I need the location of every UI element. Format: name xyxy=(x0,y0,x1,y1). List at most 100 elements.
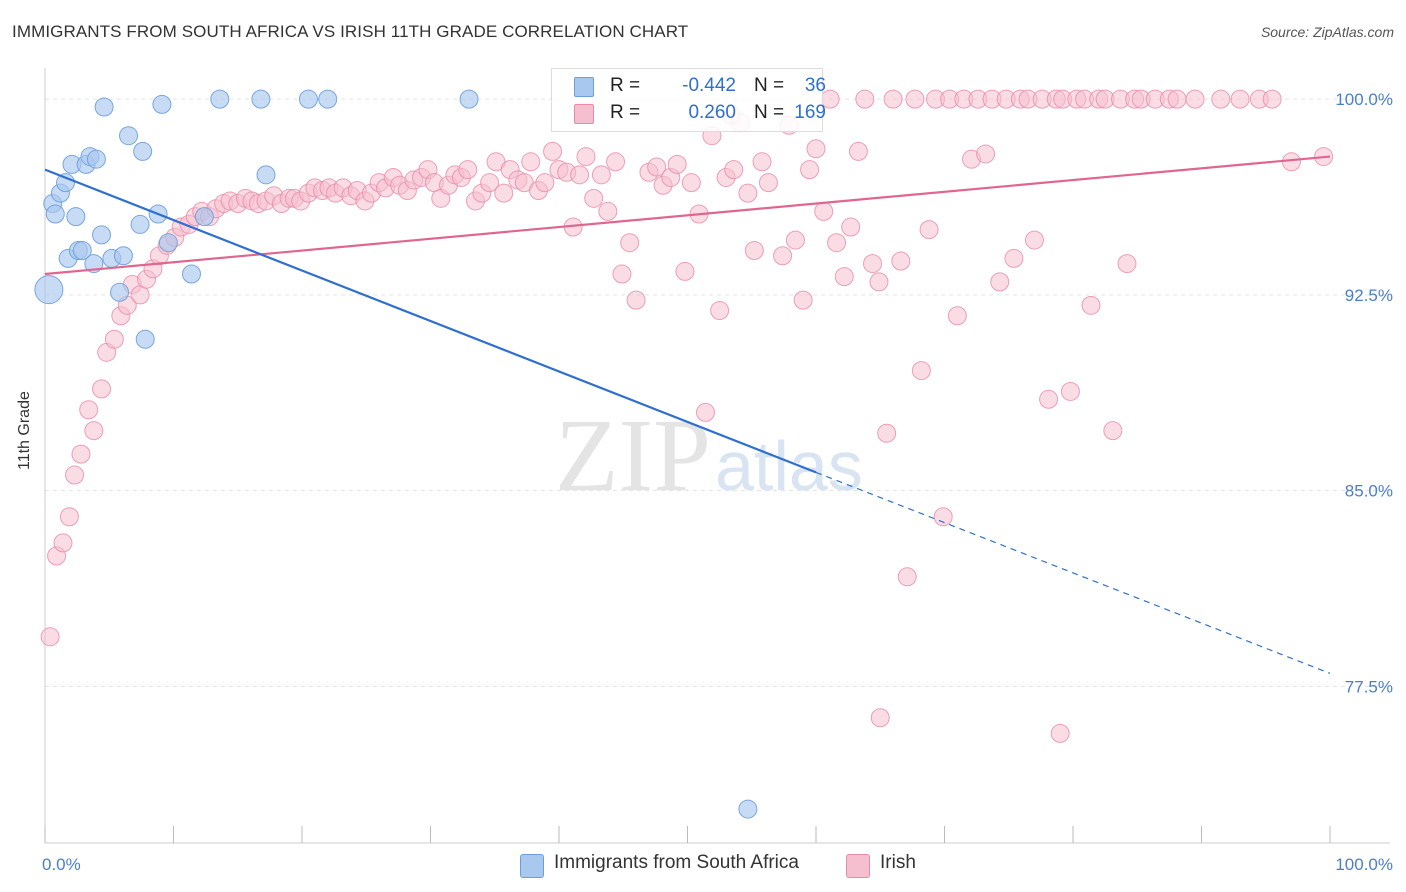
south-africa-point xyxy=(130,214,150,234)
irish-point xyxy=(785,230,805,250)
correlation-legend: R = -0.442 N = 36 R = 0.260 N = 169 xyxy=(551,68,826,132)
irish-point xyxy=(793,290,813,310)
irish-point xyxy=(905,89,925,109)
irish-point xyxy=(911,361,931,381)
irish-point xyxy=(933,507,953,527)
tick-labels: 100.0% 92.5% 85.0% 77.5% 0.0% 100.0% xyxy=(42,90,1393,874)
irish-point xyxy=(53,533,73,553)
irish-point xyxy=(576,147,596,167)
irish-point xyxy=(919,220,939,240)
pink-swatch xyxy=(846,854,870,878)
irish-point xyxy=(40,627,60,647)
south-africa-point xyxy=(738,799,758,819)
irish-point xyxy=(681,173,701,193)
r-value: 0.260 xyxy=(688,102,736,123)
south-africa-point xyxy=(56,173,76,193)
south-africa-point xyxy=(94,97,114,117)
irish-point xyxy=(675,261,695,281)
south-africa-point xyxy=(152,94,172,114)
y-tick-label: 100.0% xyxy=(1335,90,1393,109)
south-africa-point xyxy=(459,89,479,109)
irish-point xyxy=(647,157,667,177)
irish-point xyxy=(976,144,996,164)
south-africa-point xyxy=(110,282,130,302)
irish-point xyxy=(1117,254,1137,274)
irish-point xyxy=(598,201,618,221)
south-africa-trend-line xyxy=(44,168,817,474)
irish-point xyxy=(606,152,626,172)
irish-point xyxy=(744,241,764,261)
watermark-atlas: atlas xyxy=(715,427,863,505)
chart-title: IMMIGRANTS FROM SOUTH AFRICA VS IRISH 11… xyxy=(12,22,689,41)
irish-point xyxy=(738,183,758,203)
south-africa-point xyxy=(210,89,230,109)
irish-point xyxy=(521,152,541,172)
south-africa-point xyxy=(318,89,338,109)
irish-point xyxy=(1060,381,1080,401)
irish-point xyxy=(870,708,890,728)
irish-point xyxy=(863,254,883,274)
irish-point xyxy=(1262,89,1282,109)
irish-point xyxy=(841,217,861,237)
irish-point xyxy=(947,306,967,326)
irish-point xyxy=(1185,89,1205,109)
irish-point xyxy=(1230,89,1250,109)
south-africa-point xyxy=(135,329,155,349)
pink-swatch xyxy=(574,104,594,124)
irish-point xyxy=(543,141,563,161)
y-tick-label: 92.5% xyxy=(1345,286,1393,305)
south-africa-point xyxy=(72,241,92,261)
legend-label: Irish xyxy=(880,852,916,873)
r-key: R = xyxy=(610,75,641,96)
irish-point xyxy=(494,183,514,203)
irish-point xyxy=(891,251,911,271)
irish-point xyxy=(570,165,590,185)
south-africa-point xyxy=(119,126,139,146)
irish-point xyxy=(800,160,820,180)
series-legend: Immigrants from South Africa Irish xyxy=(0,850,1406,878)
axes xyxy=(44,68,1390,844)
irish-point xyxy=(65,465,85,485)
x-tick-label-min: 0.0% xyxy=(42,855,81,874)
irish-point xyxy=(71,444,91,464)
irish-point xyxy=(1081,295,1101,315)
south-africa-point xyxy=(298,89,318,109)
irish-point xyxy=(79,400,99,420)
irish-point xyxy=(584,188,604,208)
south-africa-point xyxy=(86,149,106,169)
irish-point xyxy=(591,165,611,185)
legend-label: Immigrants from South Africa xyxy=(554,852,799,873)
trend-lines xyxy=(44,155,1331,674)
n-value: 36 xyxy=(804,75,826,96)
x-tick-label-max: 100.0% xyxy=(1335,855,1393,874)
irish-point xyxy=(458,160,478,180)
south-africa-trend-extension xyxy=(815,471,1331,674)
irish-point xyxy=(92,379,112,399)
south-africa-point xyxy=(251,89,271,109)
irish-point xyxy=(883,89,903,109)
blue-swatch xyxy=(520,854,544,878)
r-key: R = xyxy=(610,102,641,123)
irish-point xyxy=(667,154,687,174)
irish-point xyxy=(724,160,744,180)
irish-point xyxy=(1167,89,1187,109)
south-africa-point xyxy=(181,264,201,284)
irish-point xyxy=(773,246,793,266)
n-key: N = xyxy=(754,75,785,96)
irish-points xyxy=(40,89,1334,743)
irish-point xyxy=(990,272,1010,292)
irish-point xyxy=(620,233,640,253)
irish-point xyxy=(814,201,834,221)
south-africa-point xyxy=(66,207,86,227)
irish-point xyxy=(827,233,847,253)
south-africa-point xyxy=(194,207,214,227)
watermark-zip: ZIP xyxy=(555,398,711,513)
irish-point xyxy=(1050,723,1070,743)
source-label: Source: ZipAtlas.com xyxy=(1260,24,1394,40)
irish-point xyxy=(869,272,889,292)
irish-point xyxy=(612,264,632,284)
irish-point xyxy=(1004,248,1024,268)
south-africa-points xyxy=(34,89,758,819)
irish-point xyxy=(897,567,917,587)
